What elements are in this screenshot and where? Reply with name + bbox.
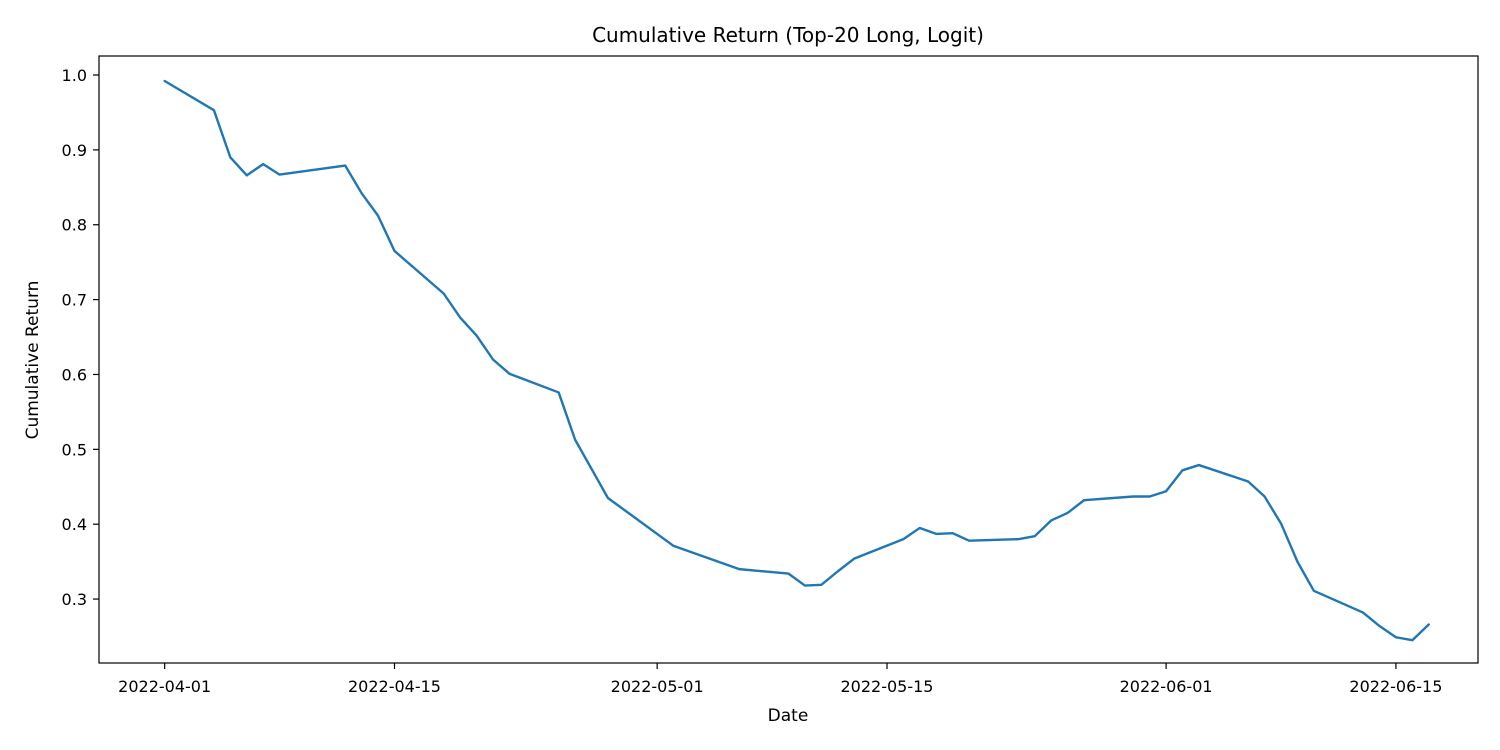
x-tick-label: 2022-04-01	[118, 677, 211, 696]
x-tick-label: 2022-05-15	[841, 677, 934, 696]
x-tick-label: 2022-06-15	[1349, 677, 1442, 696]
y-tick-label: 0.4	[62, 515, 87, 534]
y-axis-label: Cumulative Return	[23, 281, 43, 440]
y-tick-label: 0.8	[62, 216, 87, 235]
plot-frame	[98, 55, 1479, 664]
y-tick-label: 0.7	[62, 291, 87, 310]
y-axis: 0.3 0.4 0.5 0.6 0.7 0.8 0.9 1.0	[62, 66, 99, 609]
y-tick-label: 0.9	[62, 141, 87, 160]
chart-title: Cumulative Return (Top-20 Long, Logit)	[592, 23, 984, 47]
x-tick-label: 2022-04-15	[348, 677, 441, 696]
y-tick-label: 0.3	[62, 590, 87, 609]
x-axis: 2022-04-01 2022-04-15 2022-05-01 2022-05-15…	[118, 663, 1442, 696]
y-tick-label: 1.0	[62, 66, 87, 85]
x-tick-label: 2022-05-01	[611, 677, 704, 696]
series-line	[163, 79, 1430, 642]
y-tick-label: 0.5	[62, 440, 87, 459]
x-axis-label: Date	[768, 706, 809, 726]
x-tick-label: 2022-06-01	[1120, 677, 1213, 696]
y-tick-label: 0.6	[62, 365, 87, 384]
